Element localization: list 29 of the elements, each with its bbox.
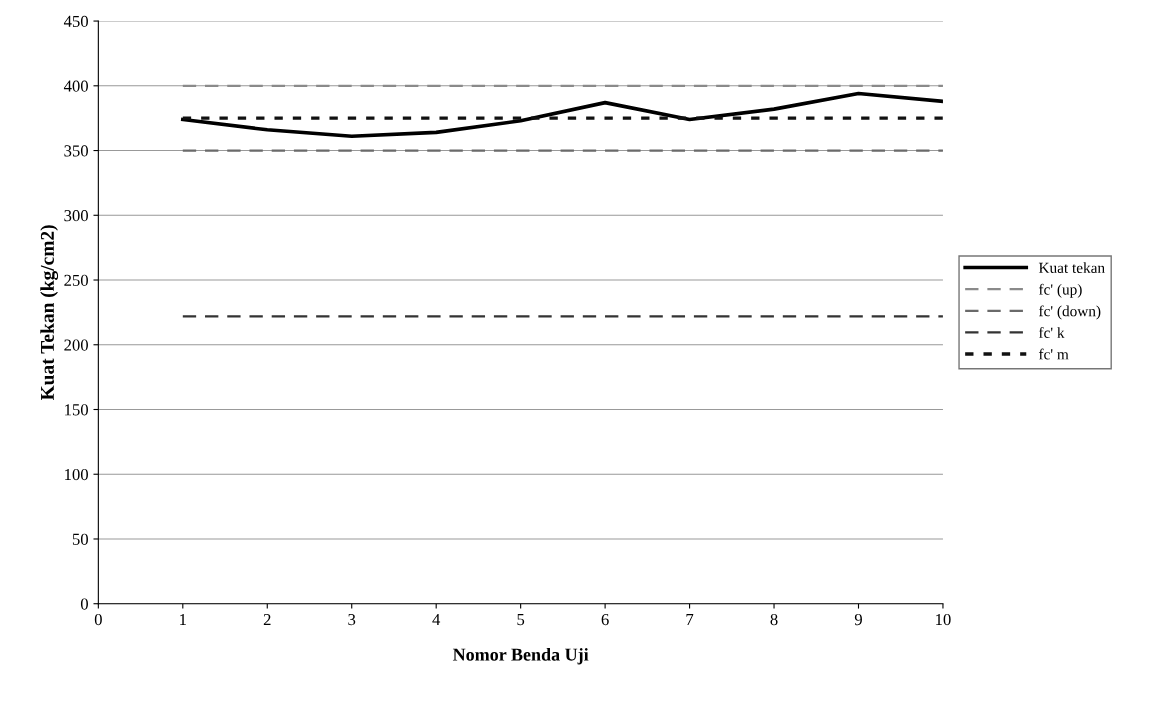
y-tick-label: 400 [63, 80, 88, 92]
x-tick-label: 7 [686, 614, 694, 626]
x-tick-label: 10 [936, 613, 951, 626]
x-tick-label: 3 [348, 613, 356, 626]
x-tick-label: 4 [432, 614, 441, 626]
legend-label: fc' (down) [1038, 305, 1101, 320]
y-tick-label: 150 [65, 404, 88, 416]
x-tick-label: 6 [601, 613, 609, 626]
x-tick-label: 8 [770, 613, 778, 626]
x-tick-label: 1 [180, 614, 186, 626]
y-tick-label: 300 [64, 209, 88, 222]
x-tick-label: 2 [263, 613, 271, 626]
x-tick-label: 0 [94, 613, 102, 626]
y-tick-label: 0 [80, 598, 88, 610]
legend-label: Kuat tekan [1038, 262, 1105, 274]
line-series [181, 91, 943, 139]
y-tick-label: 100 [65, 468, 88, 481]
y-tick-label: 250 [64, 274, 88, 286]
x-tick-label: 9 [854, 613, 862, 626]
legend-label: fc' (up) [1038, 283, 1082, 298]
legend-label: fc' m [1038, 348, 1069, 360]
x-axis-title: Nomor Benda Uji [452, 648, 589, 665]
x-tick-label: 5 [517, 614, 525, 626]
y-tick-label: 200 [64, 339, 88, 351]
y-tick-label: 50 [72, 533, 88, 545]
y-tick-label: 450 [63, 15, 88, 28]
y-axis-title: Kuat Tekan (kg/cm2) [40, 225, 59, 401]
y-tick-label: 350 [64, 145, 88, 157]
legend-label: fc' k [1038, 327, 1065, 338]
